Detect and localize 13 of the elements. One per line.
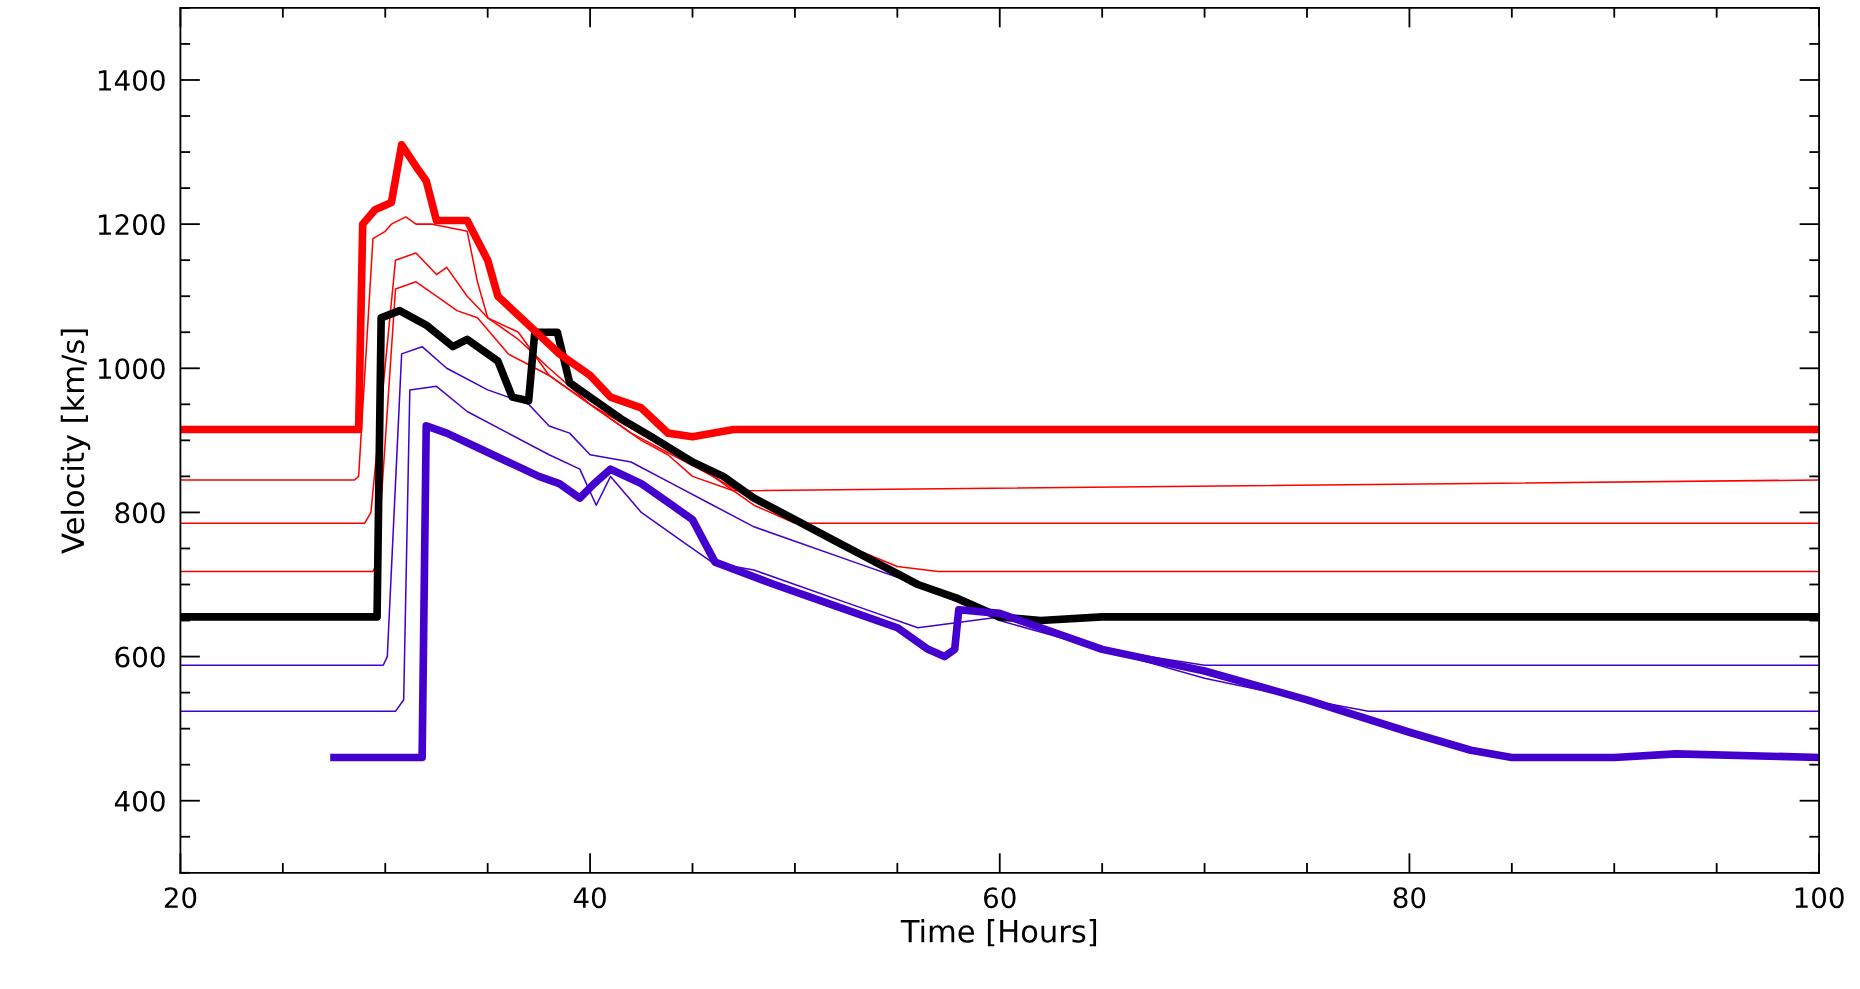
y-tick-label: 800 <box>115 502 165 524</box>
y-axis-title: Velocity [km/s] <box>60 329 91 554</box>
x-tick-label: 60 <box>984 887 1016 909</box>
y-tick-label: 600 <box>115 646 165 668</box>
x-tick-label: 20 <box>164 887 197 909</box>
y-tick-label: 1400 <box>98 69 165 91</box>
x-tick-label: 100 <box>1795 887 1844 909</box>
x-tick-label: 40 <box>573 887 606 909</box>
x-tick-label: 80 <box>1393 887 1426 909</box>
y-tick-label: 400 <box>114 790 165 812</box>
y-tick-label: 1000 <box>98 358 165 380</box>
y-tick-label: 1200 <box>98 214 165 236</box>
x-axis-title: Time [Hours] <box>900 919 1097 947</box>
